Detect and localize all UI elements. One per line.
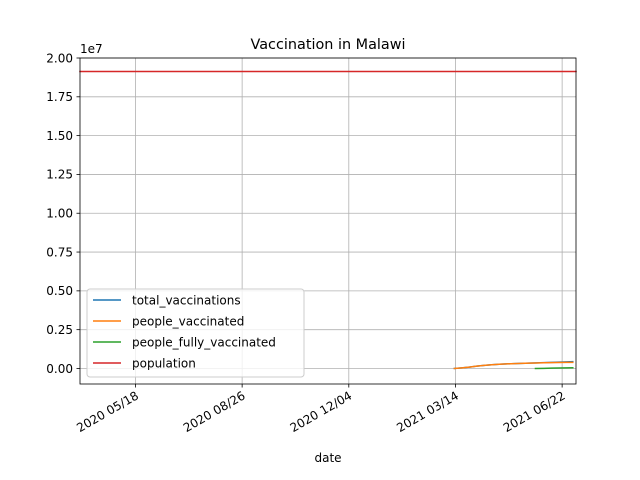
y-tick-label: 1.50 <box>46 129 73 143</box>
legend-box <box>86 288 305 378</box>
y-offset-label: 1e7 <box>80 42 103 56</box>
series-line-people-vaccinated <box>453 361 574 370</box>
y-tick-label: 2.00 <box>46 51 73 65</box>
y-tick-label: 1.25 <box>46 168 73 182</box>
chart-title: Vaccination in Malawi <box>251 37 406 53</box>
x-axis-label: date <box>314 451 341 465</box>
y-tick-label: 1.75 <box>46 90 73 104</box>
axes-frame <box>79 57 577 385</box>
series-line-people-fully-vaccinated <box>534 367 574 370</box>
series-lines <box>79 70 577 370</box>
legend-label-population: population <box>132 357 196 371</box>
legend: total_vaccinations people_vaccinatedpeopl… <box>86 288 305 378</box>
legend-label-total-vaccinations: total_vaccinations <box>132 294 241 308</box>
legend-label-people-fully-vaccinated: people_fully_vaccinated <box>132 336 276 350</box>
y-tick-label: 0.00 <box>46 362 73 376</box>
y-tick-label: 0.25 <box>46 323 73 337</box>
y-tick-label: 0.50 <box>46 284 73 298</box>
y-tick-label: 0.75 <box>46 245 73 259</box>
legend-label-people-vaccinated: people_vaccinated <box>132 315 244 329</box>
y-tick-label: 1.00 <box>46 207 73 221</box>
